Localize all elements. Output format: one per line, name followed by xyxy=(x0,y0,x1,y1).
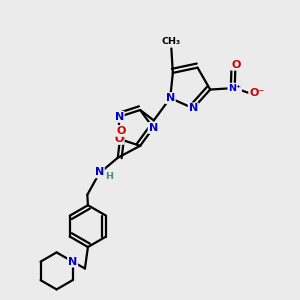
Text: H: H xyxy=(105,172,113,182)
Text: N: N xyxy=(94,167,104,177)
Text: O: O xyxy=(115,134,124,144)
Text: N: N xyxy=(148,123,158,133)
Text: N⁺: N⁺ xyxy=(228,83,241,92)
Text: O: O xyxy=(116,126,126,136)
Text: O⁻: O⁻ xyxy=(249,88,264,98)
Text: N: N xyxy=(166,93,175,103)
Text: CH₃: CH₃ xyxy=(162,37,181,46)
Text: N: N xyxy=(189,103,198,113)
Text: N: N xyxy=(115,112,124,122)
Text: O: O xyxy=(231,60,241,70)
Text: N: N xyxy=(68,257,77,267)
